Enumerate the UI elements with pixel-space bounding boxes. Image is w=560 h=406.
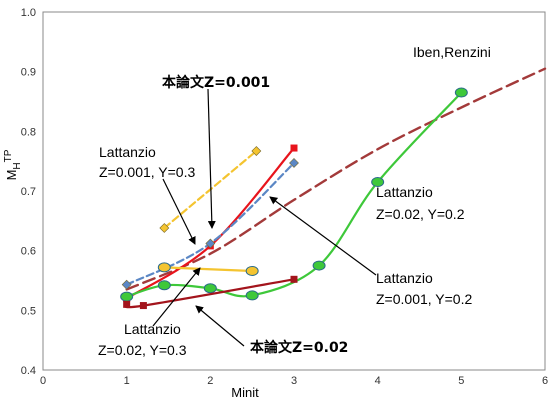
plot-area [42,11,546,371]
data-point-square [290,275,298,283]
data-point-diamond [289,158,299,168]
data-point-circle [454,87,468,98]
series-line [163,266,254,273]
data-point-square [123,300,131,308]
x-tick-label: 2 [207,375,213,387]
data-point-circle [245,265,259,276]
arrow-lz3 [269,196,377,276]
x-axis-ticks: 0 1 2 3 4 5 6 [40,375,548,387]
data-point-circle [371,177,385,188]
y-axis-title: MHTP [3,149,23,180]
series-4 [120,87,468,302]
data-point-circle [120,291,134,302]
annotation-lz4-line1: Lattanzio [124,321,181,337]
x-tick-label: 4 [375,375,381,387]
annotation-iben-renzini: Iben,Renzini [413,44,491,60]
annotation-lz1-line2: Z=0.001, Y=0.3 [99,164,195,180]
x-tick-label: 0 [40,375,46,387]
series-0 [125,67,547,291]
x-tick-label: 5 [458,375,464,387]
y-tick-label: 0.8 [21,126,36,138]
x-axis-title: Minit [231,385,259,400]
arrow-z002 [195,305,245,347]
series-6 [123,275,298,310]
data-point-circle [157,262,171,273]
arrow-lz1 [162,178,196,245]
data-point-diamond [205,238,216,249]
series-line [125,67,547,291]
annotation-lz3-line2: Z=0.001, Y=0.2 [376,291,472,307]
arrow-lz4 [152,267,201,327]
y-tick-label: 0.7 [21,186,36,198]
annotation-lz2-line1: Lattanzio [376,184,433,200]
annotation-lz2-line2: Z=0.02, Y=0.2 [376,206,465,222]
data-point-circle [312,260,326,271]
x-tick-label: 3 [291,375,297,387]
series-layer [120,67,547,310]
data-point-diamond [159,223,170,233]
data-point-circle [157,280,171,291]
series-3 [121,158,299,290]
y-tick-label: 0.6 [21,246,36,258]
annotation-lz1-line1: Lattanzio [99,144,156,160]
annotation-lz3-line1: Lattanzio [376,270,433,286]
x-tick-label: 1 [124,375,130,387]
data-point-circle [203,283,217,294]
y-tick-label: 0.5 [21,305,36,317]
y-tick-label: 0.9 [21,67,36,79]
data-point-diamond [251,146,262,156]
annotation-z001: 本論文Z=0.001 [162,74,270,91]
arrow-z001 [207,88,216,229]
data-point-diamond [121,279,132,290]
data-point-square [290,144,298,152]
annotation-arrows [152,88,377,347]
series-5 [157,262,259,276]
y-tick-label: 0.4 [21,365,36,377]
y-tick-label: 1.0 [21,7,36,19]
data-point-circle [245,290,259,301]
x-tick-label: 6 [542,375,548,387]
data-point-square [139,302,147,310]
y-axis-ticks: 0.4 0.5 0.6 0.7 0.8 0.9 1.0 [21,7,36,377]
annotation-lz4-line2: Z=0.02, Y=0.3 [98,342,187,358]
annotation-z002: 本論文Z=0.02 [250,339,348,356]
